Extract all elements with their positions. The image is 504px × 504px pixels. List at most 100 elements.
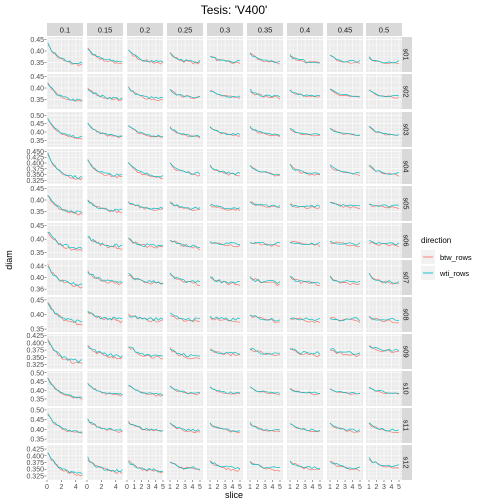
facet-panel	[126, 260, 164, 295]
series-line-btw-rows	[128, 162, 164, 180]
series-line-wti-rows	[249, 422, 281, 431]
column-strip-label: 0.15	[98, 26, 113, 35]
series-line-btw-rows	[289, 462, 321, 471]
series-line-wti-rows	[329, 348, 361, 355]
x-tick-label: 2	[336, 484, 340, 491]
facet-panel	[207, 371, 243, 406]
series-line-wti-rows	[329, 276, 361, 283]
y-tick-label: 0.425	[26, 155, 44, 162]
facet-panel	[46, 112, 84, 147]
series-line-btw-rows	[87, 159, 123, 179]
series-line-btw-rows	[249, 276, 281, 287]
row-strip	[400, 408, 412, 443]
series-line-btw-rows	[329, 166, 361, 177]
series-line-wti-rows	[128, 315, 164, 322]
facet-panel	[207, 149, 243, 184]
x-tick-label: 4	[231, 484, 235, 491]
facet-panel	[86, 371, 124, 406]
series-line-wti-rows	[128, 384, 164, 396]
x-tick-label: 4	[74, 484, 78, 491]
series-line-wti-rows	[87, 383, 123, 396]
x-tick-label: 5	[397, 484, 401, 491]
column-strip-label: 0.4	[300, 26, 310, 35]
facet-panel	[46, 223, 84, 258]
row-strip	[400, 371, 412, 406]
y-tick-label: 0.35	[30, 209, 44, 216]
series-line-btw-rows	[87, 311, 123, 324]
facet-panel	[207, 260, 243, 295]
facet-panel	[247, 408, 283, 443]
series-line-wti-rows	[289, 275, 321, 284]
facet-panel	[207, 408, 243, 443]
series-line-wti-rows	[368, 386, 400, 394]
row-strip-label: s11	[402, 420, 411, 432]
series-line-wti-rows	[87, 456, 123, 473]
series-line-btw-rows	[169, 422, 201, 433]
series-line-wti-rows	[169, 272, 201, 284]
series-line-wti-rows	[209, 276, 241, 284]
facet-panel	[126, 74, 164, 109]
series-line-wti-rows	[249, 277, 281, 285]
facet-panel	[167, 371, 203, 406]
legend-label-wti-rows: wti_rows	[439, 269, 469, 278]
facet-panel	[46, 260, 84, 295]
series-line-wti-rows	[47, 340, 83, 364]
series-line-wti-rows	[47, 195, 83, 214]
series-line-wti-rows	[209, 461, 241, 470]
column-strip	[167, 23, 203, 36]
y-tick-label: 0.375	[26, 348, 44, 355]
row-strip-label: s04	[402, 160, 411, 172]
x-tick-label: 2	[216, 484, 220, 491]
facet-panel	[46, 371, 84, 406]
series-line-wti-rows	[368, 345, 400, 352]
x-tick-label: 2	[296, 484, 300, 491]
series-line-btw-rows	[329, 316, 361, 323]
x-tick-label: 5	[161, 484, 165, 491]
series-line-btw-rows	[289, 423, 321, 433]
series-line-wti-rows	[289, 242, 321, 246]
row-strip	[400, 297, 412, 332]
row-strip-label: s10	[402, 382, 411, 394]
series-line-btw-rows	[87, 87, 123, 102]
series-line-wti-rows	[87, 159, 123, 177]
facet-panel	[86, 74, 124, 109]
series-line-wti-rows	[289, 163, 321, 175]
facet-panel	[126, 445, 164, 480]
row-strip-label: s02	[402, 85, 411, 97]
facet-panel	[167, 223, 203, 258]
series-line-wti-rows	[128, 273, 164, 284]
series-line-btw-rows	[289, 203, 321, 210]
series-line-wti-rows	[249, 386, 281, 394]
facet-panel	[46, 445, 84, 480]
facet-panel	[46, 74, 84, 109]
series-line-wti-rows	[47, 152, 83, 179]
series-line-btw-rows	[329, 422, 361, 433]
facet-panel	[366, 112, 402, 147]
series-line-wti-rows	[87, 48, 123, 63]
series-line-btw-rows	[249, 348, 281, 357]
series-line-wti-rows	[329, 164, 361, 175]
y-tick-label: 0.45	[30, 37, 44, 44]
facet-panel	[207, 37, 243, 72]
facet-panel	[327, 112, 363, 147]
x-tick-label: 3	[263, 484, 267, 491]
facet-panel	[287, 186, 323, 221]
column-strip	[327, 23, 363, 36]
y-tick-label: 0.400	[26, 161, 44, 168]
series-line-btw-rows	[87, 459, 123, 474]
y-tick-label: 0.35	[30, 437, 44, 444]
facet-panel	[366, 371, 402, 406]
facet-panel	[167, 334, 203, 369]
series-line-wti-rows	[47, 266, 83, 286]
series-line-wti-rows	[289, 317, 321, 322]
column-strip	[366, 23, 402, 36]
x-tick-label: 4	[351, 484, 355, 491]
series-line-wti-rows	[329, 241, 361, 246]
series-line-wti-rows	[209, 349, 241, 355]
series-line-wti-rows	[169, 312, 201, 321]
series-line-wti-rows	[169, 348, 201, 358]
facet-panel	[327, 74, 363, 109]
series-line-wti-rows	[128, 202, 164, 210]
series-line-btw-rows	[289, 241, 321, 247]
series-line-wti-rows	[209, 126, 241, 136]
